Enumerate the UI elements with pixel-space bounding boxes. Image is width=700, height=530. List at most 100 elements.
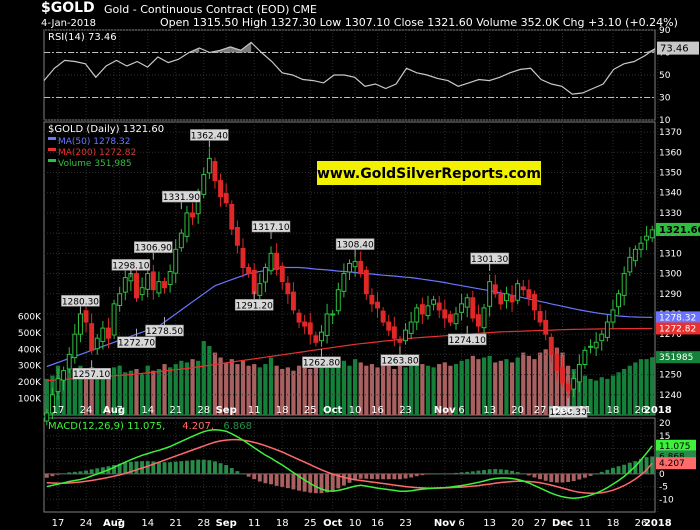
- volume-bar: [341, 360, 347, 415]
- annotation-box: [302, 356, 341, 368]
- volume-bar: [622, 369, 627, 415]
- volume-bar: [190, 359, 195, 415]
- panel-frame-macd: [43, 417, 656, 513]
- macd-histogram-bar: [397, 473, 402, 480]
- macd-histogram-bar: [644, 457, 649, 474]
- volume-tick-label: 100K: [18, 395, 42, 405]
- macd-histogram-bar: [526, 473, 531, 476]
- volume-bar: [167, 367, 173, 415]
- volume-bar: [324, 359, 330, 415]
- volume-bar: [465, 359, 470, 415]
- price-annotation: 1331.90: [163, 193, 200, 203]
- candle-body: [184, 212, 190, 237]
- volume-bar: [78, 365, 83, 415]
- volume-bar: [594, 380, 599, 415]
- candle-body: [139, 287, 145, 296]
- x-axis-label: 14: [141, 405, 154, 416]
- macd-histogram-bar: [179, 461, 184, 474]
- price-annotation: 1298.10: [112, 261, 149, 271]
- macd-histogram-bar: [336, 473, 341, 489]
- macd-histogram-bar: [89, 469, 94, 474]
- candle-body: [644, 235, 650, 241]
- x-axis-label-bottom: Oct: [323, 518, 342, 529]
- macd-histogram-bar: [297, 473, 302, 491]
- candle-body: [234, 226, 240, 246]
- x-axis-label-bottom: Nov: [434, 518, 456, 529]
- price-annotation: 1317.10: [252, 223, 289, 233]
- candle-body: [212, 161, 218, 182]
- volume-bar: [128, 370, 134, 415]
- candle-body: [307, 322, 313, 335]
- candle-body: [77, 313, 83, 335]
- candle-body: [218, 180, 224, 198]
- volume-bar: [89, 367, 94, 415]
- candle-body: [49, 394, 55, 414]
- x-axis-label: 11: [579, 405, 592, 416]
- macd-histogram-bar: [426, 473, 430, 475]
- annotation-box: [234, 299, 274, 311]
- candle-body: [588, 345, 593, 348]
- macd-histogram-bar: [588, 473, 593, 476]
- volume-bar: [61, 372, 66, 415]
- macd-histogram-bar: [123, 462, 128, 474]
- volume-bar: [308, 369, 313, 415]
- x-axis-label-bottom: 10: [349, 518, 362, 529]
- macd-histogram-bar: [274, 473, 279, 486]
- macd-histogram-bar: [599, 471, 604, 474]
- volume-bar: [414, 362, 419, 415]
- volume-bar: [162, 364, 167, 415]
- candle-body: [571, 378, 577, 390]
- volume-bar: [313, 367, 318, 415]
- macd-histogram-bar: [543, 473, 548, 481]
- volume-bar: [549, 346, 554, 415]
- macd-histogram-bar: [381, 473, 386, 480]
- x-axis-label-bottom: 28: [197, 518, 210, 529]
- candle-body: [347, 262, 352, 273]
- candle-body: [296, 312, 302, 323]
- rsi-tick-label: 30: [659, 94, 671, 104]
- ma-value-label: 1272.82: [659, 324, 696, 334]
- macd-histogram-bar: [252, 473, 257, 480]
- candle-body: [487, 281, 493, 307]
- candle-body: [240, 247, 246, 268]
- price-annotation: 1278.50: [146, 327, 183, 337]
- rsi-title: RSI(14) 73.46: [48, 32, 117, 43]
- candle-body: [190, 212, 196, 218]
- macd-histogram-bar: [145, 461, 150, 474]
- x-axis-label: Dec: [552, 405, 573, 416]
- volume-bar: [650, 357, 655, 415]
- price-tick-label: 1340: [659, 189, 682, 199]
- macd-histogram-bar: [246, 473, 251, 477]
- candle-body: [425, 305, 431, 317]
- volume-bar: [268, 357, 274, 415]
- x-axis-label-bottom: 2018: [644, 518, 672, 529]
- volume-bar: [44, 378, 49, 415]
- candle-body: [229, 203, 235, 230]
- macd-value-tag: [656, 439, 696, 452]
- price-annotation: 1280.30: [62, 297, 99, 307]
- candle-body: [167, 271, 173, 285]
- candle-body: [431, 299, 437, 305]
- x-axis-label-bottom: 25: [304, 518, 317, 529]
- volume-bar: [644, 359, 649, 415]
- candle-body: [162, 281, 167, 289]
- x-axis-label: 23: [399, 405, 412, 416]
- macd-histogram-bar: [56, 473, 60, 475]
- volume-bar: [280, 369, 285, 415]
- volume-bar: [336, 362, 341, 415]
- volume-bar: [375, 367, 380, 415]
- volume-tick-label: 300K: [18, 362, 42, 372]
- volume-bar: [605, 378, 610, 415]
- volume-bar: [229, 359, 234, 415]
- price-annotation: 1262.80: [303, 359, 340, 369]
- candle-body: [246, 266, 252, 275]
- candle-body: [134, 273, 139, 299]
- volume-bar: [83, 370, 89, 415]
- price-tick-label: 1290: [659, 290, 682, 300]
- macd-histogram-bar: [358, 473, 363, 479]
- candle-body: [72, 333, 78, 359]
- price-annotation: 1308.40: [336, 241, 373, 251]
- macd-histogram-bar: [538, 473, 543, 480]
- rsi-line: [43, 41, 656, 95]
- macd-histogram-bar: [100, 467, 105, 474]
